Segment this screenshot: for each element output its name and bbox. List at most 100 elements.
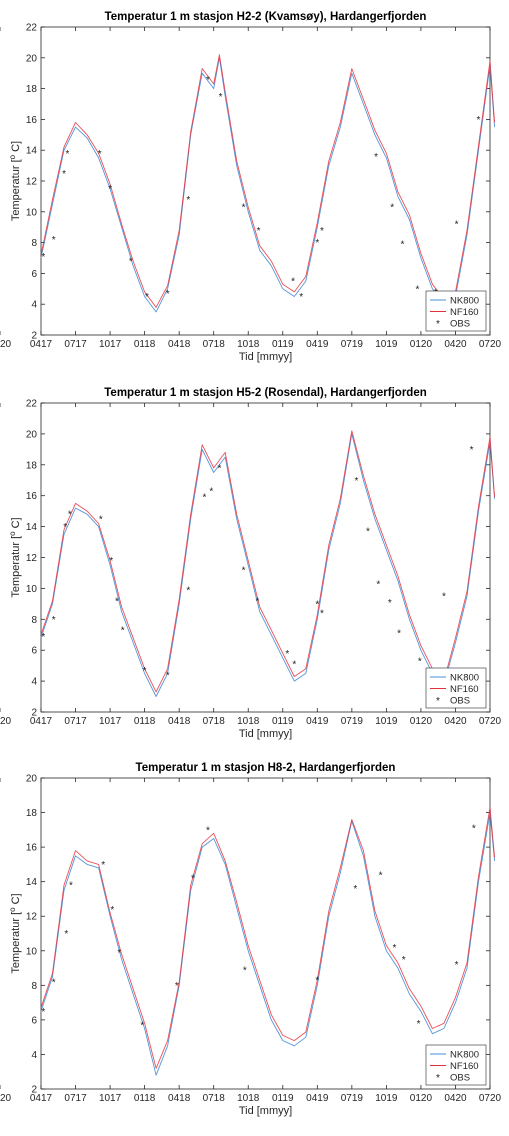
y-tick-label: 8 — [31, 981, 37, 992]
legend-label: NF160 — [450, 307, 479, 318]
obs-marker: * — [388, 598, 392, 609]
x-tick-label: 1018 — [237, 1093, 260, 1104]
y-axis-label-end: C] — [10, 517, 22, 531]
y-tick-label: 2 — [31, 708, 37, 719]
series-nk800 — [40, 57, 496, 313]
x-tick-label: 0719 — [341, 339, 364, 350]
series-obs: * * * * * * * * * * * * * * * * * * * * — [41, 824, 476, 1032]
obs-marker: * — [108, 184, 112, 195]
obs-marker: * — [63, 522, 67, 533]
obs-marker: * — [402, 955, 406, 966]
x-tick-label: 0720 — [479, 339, 502, 350]
x-tick-label: 0717 — [64, 339, 87, 350]
y-tick-label: 12 — [26, 912, 38, 923]
obs-marker: * — [392, 943, 396, 954]
obs-marker: * — [186, 195, 190, 206]
obs-marker: * — [129, 257, 133, 268]
x-axis-label: Tid [mmyy] — [239, 728, 292, 740]
obs-marker: * — [285, 649, 289, 660]
x-tick-label: 0718 — [203, 1093, 226, 1104]
obs-marker: * — [242, 203, 246, 214]
x-tick-label: 1020 — [0, 716, 12, 727]
x-axis-label: Tid [mmyy] — [239, 351, 292, 363]
x-tick-label: 0717 — [64, 1093, 87, 1104]
obs-marker: * — [315, 599, 319, 610]
chart-3: Temperatur 1 m stasjon H8-2, Hardangerfj… — [0, 762, 502, 1117]
x-tick-label: 0119 — [272, 716, 294, 727]
obs-marker: * — [52, 977, 56, 988]
obs-marker: * — [191, 874, 195, 885]
y-tick-label: 18 — [26, 808, 38, 819]
y-tick-label: 4 — [31, 677, 37, 688]
series-line-nk800 — [40, 57, 496, 313]
obs-marker: * — [62, 169, 66, 180]
x-tick-label: 0119 — [272, 339, 294, 350]
obs-marker: * — [41, 252, 45, 263]
obs-marker: * — [109, 556, 113, 567]
obs-marker: * — [397, 629, 401, 640]
series-line-nf160 — [40, 806, 496, 1069]
obs-marker: * — [315, 976, 319, 987]
obs-marker: * — [110, 905, 114, 916]
obs-marker: * — [203, 493, 207, 504]
obs-marker: * — [52, 235, 56, 246]
obs-marker: * — [242, 565, 246, 576]
x-tick-label: 0119 — [272, 1093, 294, 1104]
x-tick-label: 1017 — [99, 339, 122, 350]
obs-marker: * — [477, 115, 481, 126]
y-axis-label: Temperatur [o C] — [8, 893, 22, 973]
y-tick-label: 22 — [26, 399, 38, 410]
y-tick-label: 8 — [31, 615, 37, 626]
obs-marker: * — [315, 238, 319, 249]
x-tick-label: 0419 — [306, 716, 329, 727]
y-tick-label: 8 — [31, 238, 37, 249]
series-line-nf160 — [40, 430, 496, 693]
obs-marker: * — [166, 670, 170, 681]
obs-marker: * — [219, 92, 223, 103]
obs-marker: * — [166, 289, 170, 300]
x-tick-label: 1018 — [237, 716, 260, 727]
y-tick-label: 10 — [26, 207, 38, 218]
chart-2: Temperatur 1 m stasjon H5-2 (Rosendal), … — [0, 387, 502, 740]
obs-marker: * — [69, 881, 73, 892]
legend-label: NK800 — [450, 1050, 479, 1061]
x-tick-label: 0420 — [444, 339, 467, 350]
obs-marker: * — [455, 220, 459, 231]
x-tick-label: 0719 — [341, 1093, 364, 1104]
x-axis-label: Tid [mmyy] — [239, 1105, 292, 1117]
y-tick-label: 6 — [31, 1015, 37, 1026]
obs-marker: * — [243, 965, 247, 976]
x-tick-label: 0120 — [410, 1093, 433, 1104]
y-tick-label: 20 — [26, 774, 38, 785]
obs-marker: * — [472, 824, 476, 835]
obs-marker: * — [68, 510, 72, 521]
obs-marker: * — [320, 226, 324, 237]
legend-label: NK800 — [450, 296, 479, 307]
x-tick-label: 0418 — [168, 716, 191, 727]
y-axis-label-sup: o — [8, 907, 17, 912]
legend-marker: * — [436, 1073, 440, 1084]
legend-label: NF160 — [450, 1061, 479, 1072]
obs-marker: * — [209, 487, 213, 498]
y-tick-label: 20 — [26, 53, 38, 64]
x-tick-label: 0118 — [134, 339, 156, 350]
obs-marker: * — [455, 960, 459, 971]
x-tick-label: 0419 — [306, 1093, 329, 1104]
x-tick-label: 0718 — [203, 716, 226, 727]
y-axis-label: Temperatur [o C] — [8, 517, 22, 597]
y-tick-label: 18 — [26, 84, 38, 95]
obs-marker: * — [143, 666, 147, 677]
y-tick-label: 12 — [26, 177, 38, 188]
y-tick-label: 14 — [26, 522, 38, 533]
obs-marker: * — [442, 592, 446, 603]
y-tick-label: 18 — [26, 460, 38, 471]
y-axis-label-sup: o — [8, 531, 17, 536]
obs-marker: * — [379, 870, 383, 881]
x-tick-label: 1019 — [375, 339, 398, 350]
y-tick-label: 16 — [26, 491, 38, 502]
legend-marker: * — [436, 696, 440, 707]
y-tick-label: 4 — [31, 1050, 37, 1061]
